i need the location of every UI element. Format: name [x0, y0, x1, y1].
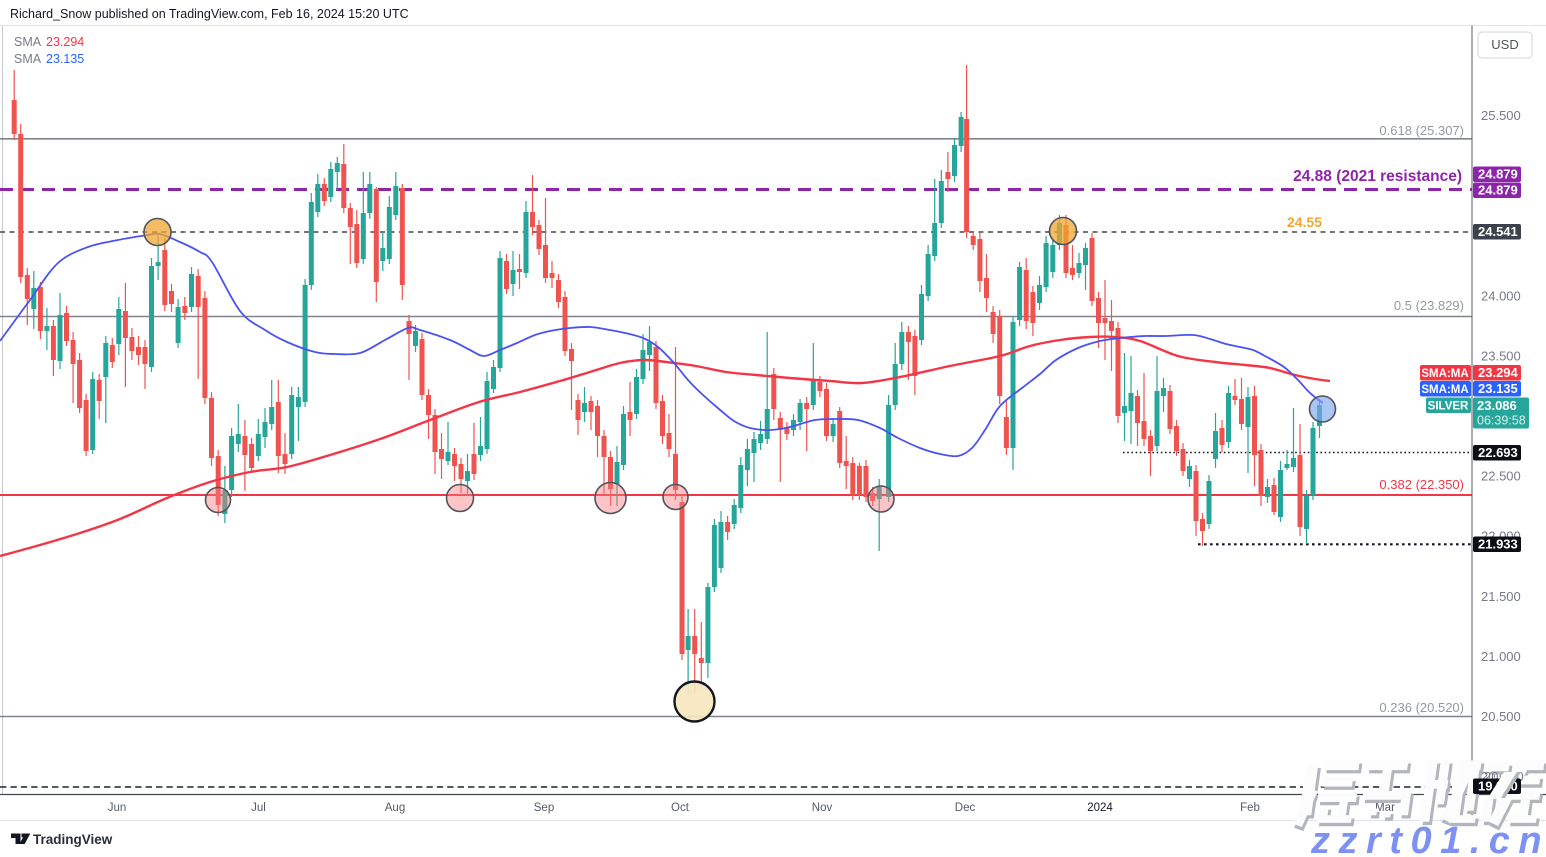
svg-text:23.135: 23.135 [46, 52, 84, 66]
svg-text:24.88 (2021 resistance): 24.88 (2021 resistance) [1293, 168, 1462, 185]
svg-text:23.086: 23.086 [1477, 398, 1517, 413]
svg-text:06:39:58: 06:39:58 [1477, 414, 1526, 428]
svg-text:25.500: 25.500 [1481, 108, 1521, 123]
svg-text:24.55: 24.55 [1287, 214, 1322, 230]
svg-text:Richard_Snow published on Trad: Richard_Snow published on TradingView.co… [10, 7, 409, 21]
svg-text:Feb: Feb [1240, 802, 1260, 814]
svg-text:Nov: Nov [812, 802, 833, 814]
svg-text:Jun: Jun [108, 802, 127, 814]
svg-text:Dec: Dec [955, 802, 976, 814]
svg-text:Jul: Jul [251, 802, 266, 814]
svg-text:24.000: 24.000 [1481, 289, 1521, 304]
svg-text:21.933: 21.933 [1478, 537, 1518, 552]
svg-text:zzrt01.cn: zzrt01.cn [1310, 820, 1546, 857]
svg-text:24.541: 24.541 [1478, 224, 1518, 239]
svg-text:Sep: Sep [534, 802, 554, 814]
svg-text:SMA:MA: SMA:MA [1421, 368, 1468, 380]
svg-text:22.693: 22.693 [1478, 445, 1518, 460]
svg-text:USD: USD [1491, 37, 1518, 52]
svg-text:0.618 (25.307): 0.618 (25.307) [1379, 123, 1464, 138]
svg-text:24.879: 24.879 [1478, 183, 1518, 198]
svg-text:SMA: SMA [14, 35, 42, 49]
svg-text:23.294: 23.294 [1478, 365, 1519, 380]
svg-text:21.000: 21.000 [1481, 649, 1521, 664]
svg-text:0.5 (23.829): 0.5 (23.829) [1394, 298, 1464, 313]
svg-text:21.500: 21.500 [1481, 589, 1521, 604]
svg-text:SMA: SMA [14, 52, 42, 66]
svg-text:Oct: Oct [671, 802, 690, 814]
svg-text:23.135: 23.135 [1478, 381, 1518, 396]
svg-text:2024: 2024 [1087, 802, 1113, 814]
svg-text:TradingView: TradingView [33, 832, 113, 847]
svg-text:20.500: 20.500 [1481, 709, 1521, 724]
svg-text:SMA:MA: SMA:MA [1421, 384, 1468, 396]
svg-text:SILVER: SILVER [1428, 401, 1469, 413]
svg-text:23.294: 23.294 [46, 35, 84, 49]
svg-text:24.879: 24.879 [1478, 167, 1518, 182]
svg-text:Aug: Aug [385, 802, 405, 814]
svg-text:22.500: 22.500 [1481, 469, 1521, 484]
svg-text:0.236 (20.520): 0.236 (20.520) [1379, 700, 1464, 715]
svg-text:0.382 (22.350): 0.382 (22.350) [1379, 477, 1464, 492]
svg-text:23.500: 23.500 [1481, 349, 1521, 364]
